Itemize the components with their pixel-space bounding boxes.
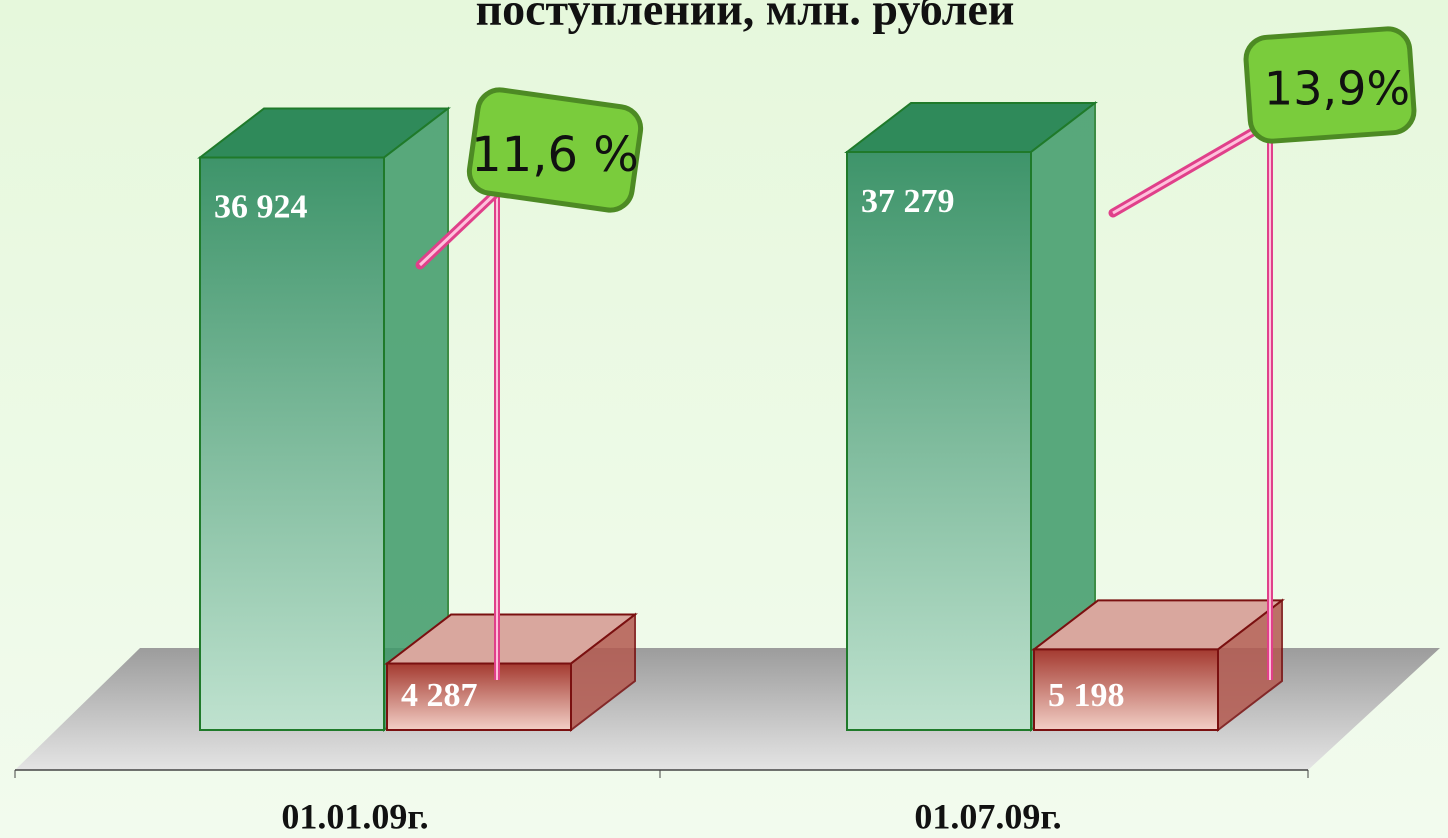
bar [199,156,385,732]
chart-title: поступлений, млн. рублей [476,0,1015,35]
data-label: 5 198 [1048,677,1125,714]
annotation: 13,9% [1264,62,1410,116]
data-label: 36 924 [214,188,308,225]
callout-bubble [466,87,644,213]
x-tick-label: 01.01.09г. [281,796,428,836]
arrow-diagonal-inner [418,190,499,267]
x-tick-label: 01.07.09г. [914,796,1061,836]
annotation: 11,6 % [471,127,639,183]
arrow-diagonal-inner [1112,120,1271,215]
bar [386,662,572,731]
callout-bubble [1243,26,1417,144]
data-label: 37 279 [861,183,955,220]
bar [846,151,1032,731]
bar [1033,648,1219,732]
data-label: 4 287 [401,677,478,714]
